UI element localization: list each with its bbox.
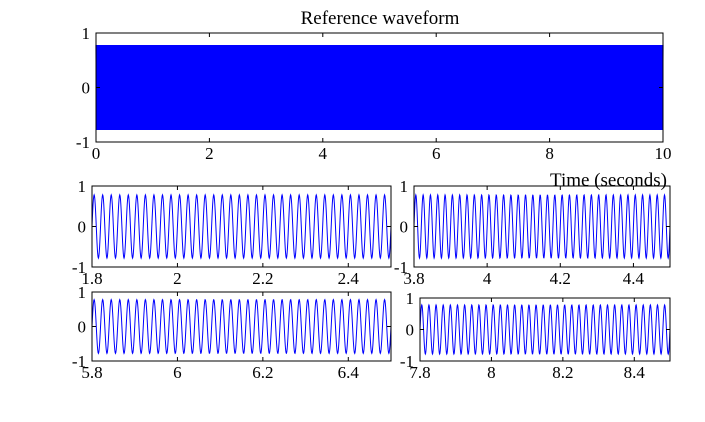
- y-tick-label: 1: [78, 177, 87, 196]
- x-tick-label: 0: [92, 144, 101, 163]
- series-line-reference: [91, 193, 392, 260]
- y-tick-label: 1: [400, 177, 409, 196]
- series-line-reference: [91, 298, 392, 355]
- x-tick-label: 1.8: [81, 269, 102, 288]
- y-tick-label: 1: [82, 24, 91, 43]
- series-line-reference: [95, 44, 664, 131]
- x-tick-label: 8.2: [552, 363, 573, 382]
- x-tick-label: 6: [432, 144, 441, 163]
- figure-title: Reference waveform: [301, 8, 460, 29]
- x-tick-label: 2: [173, 269, 182, 288]
- x-tick-label: 5.8: [81, 363, 102, 382]
- y-tick-label: 0: [78, 318, 87, 337]
- x-tick-label: 8: [545, 144, 554, 163]
- x-tick-label: 6: [173, 363, 182, 382]
- x-tick-label: 4: [483, 269, 492, 288]
- x-tick-label: 7.8: [409, 363, 430, 382]
- y-tick-label: -1: [76, 133, 90, 152]
- y-tick-label: -1: [72, 352, 86, 371]
- y-tick-label: -1: [400, 352, 414, 371]
- x-tick-label: 4.4: [623, 269, 645, 288]
- x-axis-label: Time (seconds): [550, 170, 667, 191]
- y-tick-label: 0: [78, 218, 87, 237]
- x-tick-label: 2: [205, 144, 214, 163]
- axes-zoom-3: 5.8 6 6.2 6.4 -1 0 1: [72, 283, 392, 382]
- y-tick-label: 0: [400, 218, 409, 237]
- x-tick-label: 3.8: [403, 269, 424, 288]
- x-tick-label: 4.2: [550, 269, 571, 288]
- y-tick-label: 0: [82, 79, 91, 98]
- x-tick-label: 4: [319, 144, 328, 163]
- y-tick-label: -1: [72, 258, 86, 277]
- x-tick-label: 2.2: [252, 269, 273, 288]
- axes-zoom-1: 1.8 2 2.2 2.4 -1 0 1: [72, 177, 392, 288]
- x-tick-label: 6.4: [338, 363, 360, 382]
- series-line-reference: [419, 303, 671, 356]
- y-tick-label: 0: [406, 321, 415, 340]
- axes-zoom-2: 3.8 4 4.2 4.4 -1 0 1: [394, 177, 671, 288]
- x-tick-label: 8: [487, 363, 496, 382]
- series-line-reference: [413, 193, 671, 260]
- y-tick-label: 1: [406, 289, 415, 308]
- x-tick-label: 2.4: [338, 269, 360, 288]
- y-tick-label: 1: [78, 283, 87, 302]
- x-tick-label: 6.2: [252, 363, 273, 382]
- x-tick-label: 10: [655, 144, 672, 163]
- x-tick-label: 8.4: [624, 363, 646, 382]
- y-tick-label: -1: [394, 258, 408, 277]
- axes-zoom-4: 7.8 8 8.2 8.4 -1 0 1: [400, 289, 671, 382]
